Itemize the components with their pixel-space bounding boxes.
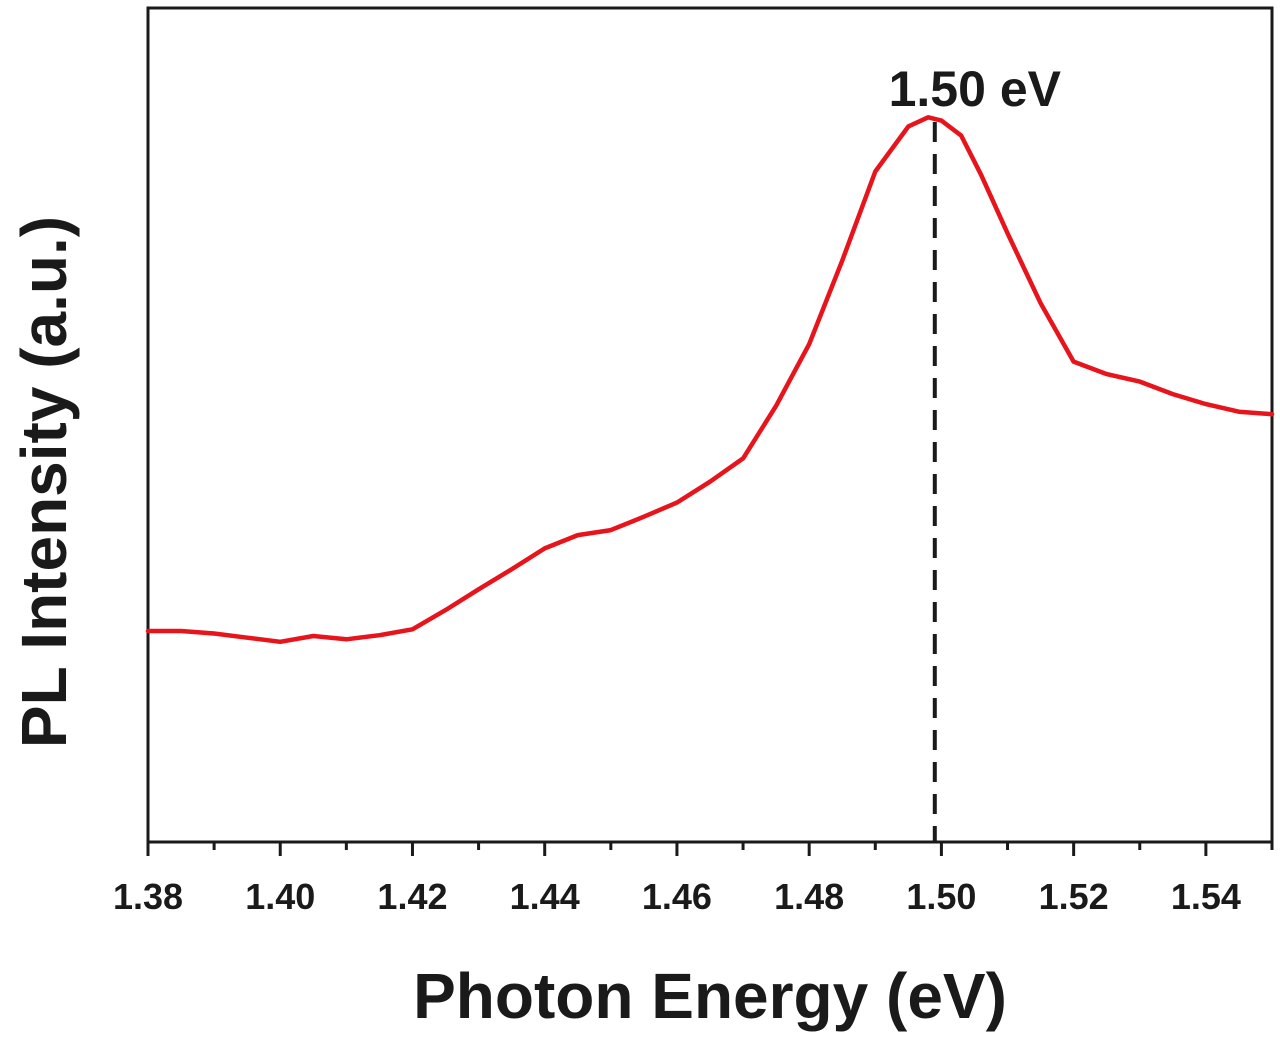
x-axis-title: Photon Energy (eV) [413,960,1007,1032]
peak-marker-label: 1.50 eV [889,61,1062,117]
x-tick-label: 1.40 [245,876,315,917]
plot-frame [146,6,1274,844]
x-tick-label: 1.54 [1171,876,1241,917]
x-tick-label: 1.46 [642,876,712,917]
x-tick-label: 1.50 [906,876,976,917]
x-tick-label: 1.44 [510,876,580,917]
x-tick-label: 1.38 [113,876,183,917]
x-tick-label: 1.48 [774,876,844,917]
x-tick-labels: 1.38 1.40 1.42 1.44 1.46 1.48 1.50 1.52 1.54 [113,876,1241,917]
y-axis-title: PL Intensity (a.u.) [8,216,80,748]
x-tick-label: 1.42 [377,876,447,917]
x-tick-label: 1.52 [1039,876,1109,917]
x-ticks [146,842,1274,856]
pl-intensity-line [145,115,1275,645]
